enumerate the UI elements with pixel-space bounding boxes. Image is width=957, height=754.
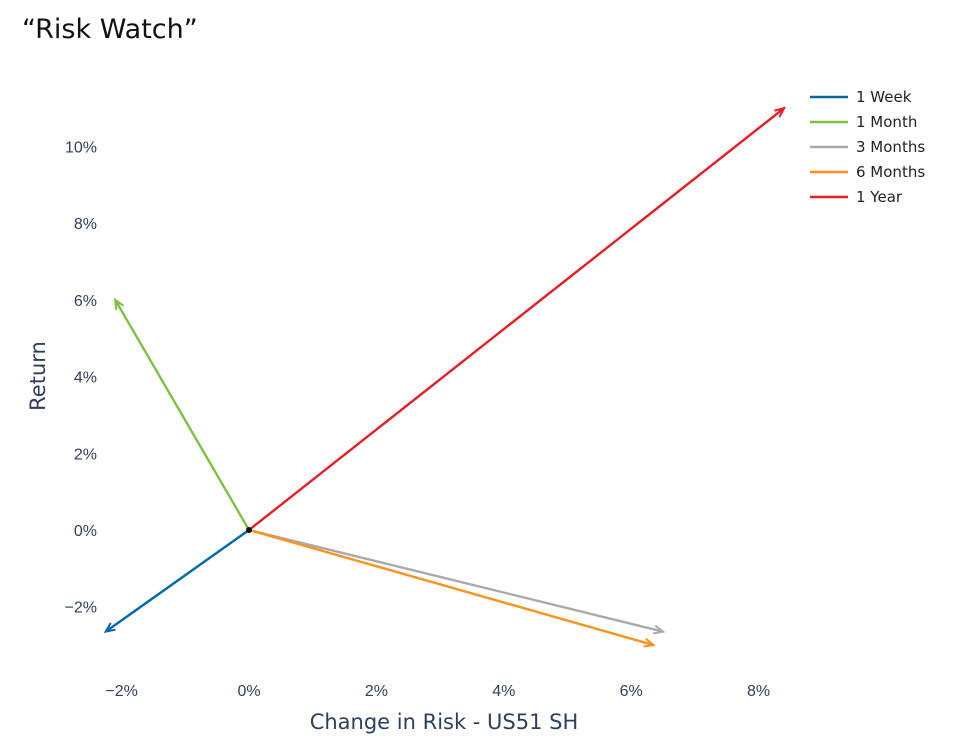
arrowhead [653, 624, 666, 635]
legend[interactable]: 1 Week 1 Month 3 Months 6 Months 1 Year [810, 88, 925, 206]
vector-6-months [248, 528, 656, 648]
vector-line [104, 529, 250, 633]
x-axis-title: Change in Risk - US51 SH [310, 710, 579, 734]
x-axis-ticks: −2% 0% 2% 4% 6% 8% [105, 683, 770, 700]
x-tick-label: 0% [237, 683, 260, 700]
y-tick-label: −2% [65, 600, 97, 617]
chart-title: “Risk Watch” [22, 14, 198, 45]
legend-label: 1 Week [856, 88, 912, 106]
y-tick-label: 6% [74, 293, 97, 310]
x-tick-label: −2% [105, 683, 137, 700]
arrowhead [774, 106, 787, 118]
vector-1-week [103, 529, 250, 634]
vector-series [103, 106, 787, 648]
vector-3-months [248, 528, 666, 635]
x-tick-label: 8% [747, 683, 770, 700]
legend-label: 6 Months [856, 163, 925, 181]
vector-line [248, 528, 654, 647]
y-axis-title: Return [26, 341, 50, 411]
legend-item-1-week[interactable]: 1 Week [810, 88, 912, 106]
legend-label: 1 Month [856, 113, 917, 131]
x-tick-label: 4% [492, 683, 515, 700]
vector-line [248, 107, 785, 531]
vector-1-month [113, 297, 251, 531]
y-tick-label: 8% [74, 216, 97, 233]
legend-item-1-month[interactable]: 1 Month [810, 113, 917, 131]
arrowhead [103, 622, 116, 634]
x-tick-label: 2% [365, 683, 388, 700]
vector-line [248, 528, 664, 633]
legend-label: 1 Year [856, 188, 903, 206]
x-tick-label: 6% [620, 683, 643, 700]
y-tick-label: 2% [74, 446, 97, 463]
vector-line [114, 299, 251, 531]
arrowhead [113, 297, 124, 310]
legend-item-6-months[interactable]: 6 Months [810, 163, 925, 181]
y-axis-ticks: −2% 0% 2% 4% 6% 8% 10% [65, 140, 97, 617]
y-tick-label: 10% [65, 140, 97, 157]
origin-point [246, 527, 252, 533]
y-tick-label: 4% [74, 370, 97, 387]
y-tick-label: 0% [74, 523, 97, 540]
arrowhead [643, 637, 656, 648]
legend-item-3-months[interactable]: 3 Months [810, 138, 925, 156]
legend-item-1-year[interactable]: 1 Year [810, 188, 903, 206]
legend-label: 3 Months [856, 138, 925, 156]
vector-1-year [248, 106, 787, 531]
